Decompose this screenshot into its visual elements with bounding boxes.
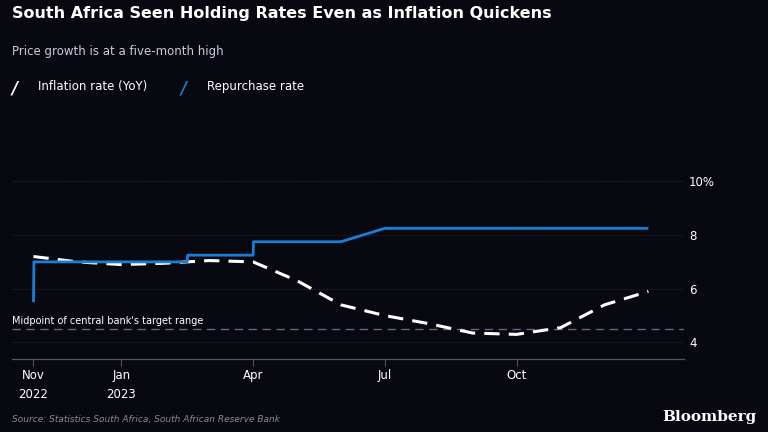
Text: Source: Statistics South Africa, South African Reserve Bank: Source: Statistics South Africa, South A…	[12, 415, 280, 424]
Text: Repurchase rate: Repurchase rate	[207, 80, 304, 93]
Text: Nov: Nov	[22, 369, 45, 382]
Text: Price growth is at a five-month high: Price growth is at a five-month high	[12, 45, 223, 58]
Text: 2022: 2022	[18, 388, 48, 401]
Text: Jul: Jul	[378, 369, 392, 382]
Text: Apr: Apr	[243, 369, 263, 382]
Text: South Africa Seen Holding Rates Even as Inflation Quickens: South Africa Seen Holding Rates Even as …	[12, 6, 551, 22]
Text: Inflation rate (YoY): Inflation rate (YoY)	[38, 80, 147, 93]
Text: Oct: Oct	[506, 369, 527, 382]
Text: /: /	[12, 80, 18, 98]
Text: Midpoint of central bank's target range: Midpoint of central bank's target range	[12, 315, 203, 326]
Text: Jan: Jan	[112, 369, 131, 382]
Text: 2023: 2023	[107, 388, 136, 401]
Text: /: /	[180, 80, 187, 98]
Text: Bloomberg: Bloomberg	[662, 410, 756, 424]
